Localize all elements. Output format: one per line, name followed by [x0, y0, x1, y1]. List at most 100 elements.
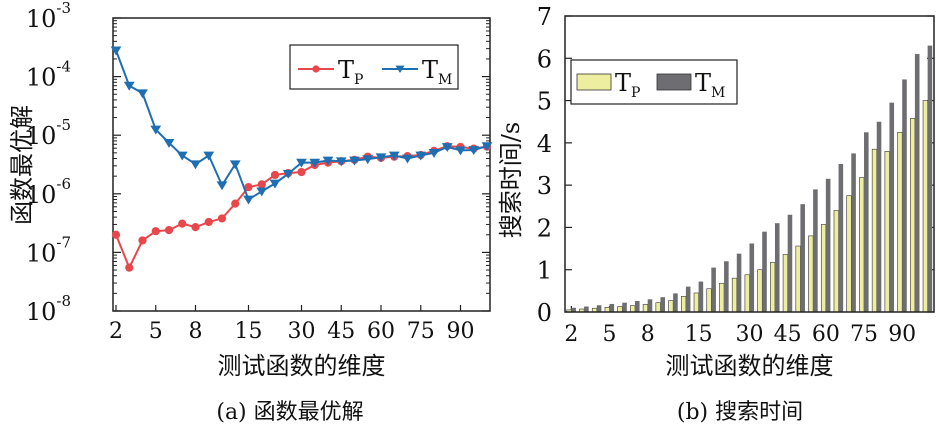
data-point-m: [150, 125, 162, 135]
y-tick-exponent-a: -3: [56, 0, 71, 17]
y-tick-label-b: 4: [537, 130, 552, 158]
x-tick-label-a: 8: [189, 319, 203, 344]
bar-m: [787, 214, 793, 312]
y-tick-exponent-a: -8: [56, 292, 71, 310]
data-point-m: [229, 160, 241, 170]
x-axis-label-b: 测试函数的维度: [666, 352, 834, 380]
data-point-m: [388, 151, 400, 161]
data-point-p: [257, 180, 266, 189]
data-point-m: [349, 156, 360, 166]
y-tick-label-b: 1: [537, 257, 552, 285]
bar-m: [660, 297, 666, 312]
bar-p: [782, 254, 788, 313]
bar-p: [846, 195, 852, 313]
bar-m: [634, 301, 640, 312]
legend-swatch-p: [576, 73, 612, 91]
x-tick-label-a: 60: [367, 319, 395, 344]
legend-subscript-b-p: P: [631, 85, 640, 101]
bar-p: [922, 100, 928, 313]
bar-m: [685, 286, 691, 312]
bar-p: [680, 296, 687, 313]
data-point-m: [110, 46, 122, 56]
bar-p: [731, 277, 738, 313]
data-point-m: [296, 158, 307, 168]
bar-p: [770, 262, 776, 313]
bar-m: [851, 153, 856, 312]
y-tick-label-a: 10-8: [26, 292, 71, 326]
x-tick-label-a: 75: [407, 319, 435, 344]
legend-label-b-m: TM: [695, 69, 725, 101]
bar-m: [749, 243, 755, 312]
data-point-p: [138, 236, 147, 245]
bar-m: [596, 305, 602, 312]
data-point-p: [231, 199, 240, 208]
bar-m: [571, 307, 576, 312]
bar-m: [673, 293, 678, 312]
legend-marker-m: [395, 65, 405, 73]
data-point-m: [415, 151, 427, 161]
bar-m: [762, 231, 767, 312]
x-tick-label-b: 5: [603, 322, 617, 347]
bar-p: [910, 118, 916, 313]
x-tick-label-a: 90: [447, 319, 475, 344]
bar-m: [864, 132, 869, 312]
data-point-p: [151, 227, 160, 236]
bar-m: [647, 299, 653, 312]
x-tick-label-a: 15: [235, 319, 263, 344]
bar-m: [838, 164, 844, 312]
legend-subscript-p: P: [354, 72, 363, 88]
bar-p: [719, 282, 725, 313]
bar-p: [744, 274, 750, 313]
data-point-m: [176, 151, 188, 161]
bar-m: [889, 102, 895, 312]
bar-m: [736, 253, 742, 312]
bar-p: [655, 302, 661, 313]
legend-marker-p: [312, 65, 320, 73]
y-axis-label-b: 搜索时间/s: [497, 122, 525, 238]
x-tick-label-b: 30: [736, 322, 764, 347]
data-point-p: [178, 219, 187, 228]
x-tick-label-b: 75: [850, 322, 878, 347]
bar-m: [813, 189, 818, 312]
data-point-m: [335, 157, 347, 167]
y-tick-label-a: 10-4: [26, 58, 71, 92]
data-point-m: [256, 187, 268, 197]
y-tick-label-b: 0: [537, 299, 552, 327]
data-point-p: [125, 263, 134, 272]
x-tick-label-a: 45: [327, 319, 355, 344]
x-tick-label-b: 15: [685, 322, 713, 347]
y-tick-exponent-a: -7: [56, 233, 71, 251]
x-tick-label-b: 8: [641, 322, 655, 347]
plot-frame-a: [112, 17, 491, 312]
bar-p: [859, 177, 865, 313]
data-point-m: [163, 138, 175, 148]
y-tick-label-b: 3: [537, 172, 552, 200]
data-point-p: [111, 230, 121, 239]
bar-m: [876, 121, 882, 312]
x-tick-label-b: 90: [888, 322, 916, 347]
bar-p: [897, 131, 903, 313]
data-point-m: [481, 142, 493, 152]
data-point-m: [402, 154, 413, 164]
bar-p: [706, 288, 712, 313]
legend-swatch-m: [656, 73, 692, 91]
x-tick-label-b: 45: [774, 322, 802, 347]
bar-m: [825, 178, 831, 312]
data-point-m: [282, 169, 294, 179]
y-tick-label-a: 10-7: [26, 233, 71, 267]
bar-p: [884, 151, 890, 313]
bar-m: [584, 306, 589, 312]
bar-p: [871, 148, 878, 313]
data-point-p: [164, 226, 174, 235]
data-point-p: [217, 214, 227, 223]
bar-m: [927, 45, 933, 312]
bar-p: [808, 235, 814, 313]
data-point-m: [203, 151, 215, 161]
bar-m: [609, 303, 615, 312]
data-point-m: [468, 146, 480, 155]
bar-p: [642, 304, 649, 313]
legend-subscript-b-m: M: [711, 85, 725, 101]
data-point-m: [362, 155, 374, 165]
bar-p: [757, 269, 763, 313]
